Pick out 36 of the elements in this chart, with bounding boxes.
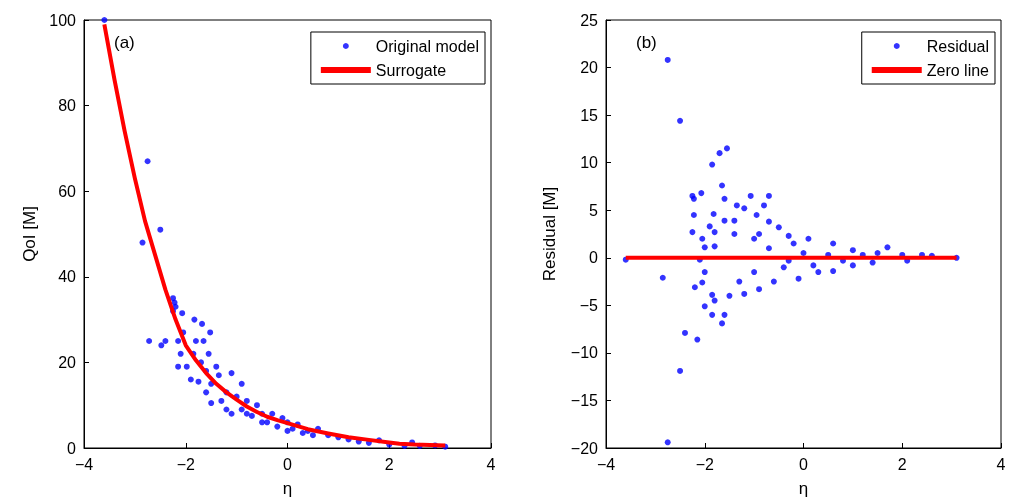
x-axis-title: η (798, 479, 809, 498)
legend-label: Residual (926, 37, 990, 55)
y-tick-label: 0 (67, 439, 77, 457)
x-axis-title: η (282, 479, 293, 498)
y-axis-title: QoI [M] (20, 206, 40, 262)
y-tick-label: −5 (579, 296, 599, 314)
x-tick-label: 0 (283, 455, 293, 473)
x-tick-label: −2 (176, 455, 195, 473)
x-tick-label: 0 (799, 455, 809, 473)
annotation: (a) (114, 33, 135, 52)
y-tick-label: 15 (580, 106, 599, 124)
y-tick-label: 20 (580, 59, 599, 77)
y-tick-label: 10 (580, 154, 599, 172)
y-tick-label: 60 (58, 182, 77, 200)
legend-label: Original model (375, 37, 479, 55)
y-tick-label: 40 (58, 268, 77, 286)
y-tick-label: 0 (589, 249, 599, 267)
legend-label: Surrogate (375, 61, 447, 79)
x-tick-label: 4 (486, 455, 496, 473)
y-tick-label: −10 (570, 344, 599, 362)
x-tick-label: 2 (384, 455, 394, 473)
legend-label: Zero line (926, 61, 990, 79)
x-tick-label: 2 (897, 455, 907, 473)
y-tick-label: 25 (580, 11, 599, 29)
y-tick-label: 80 (58, 97, 77, 115)
x-tick-label: −4 (596, 455, 616, 473)
x-tick-label: −4 (74, 455, 94, 473)
annotation: (b) (636, 33, 657, 52)
y-tick-label: 100 (49, 11, 77, 29)
y-tick-label: −15 (570, 391, 599, 409)
x-tick-label: −2 (695, 455, 714, 473)
y-tick-label: 20 (58, 353, 77, 371)
y-tick-label: −20 (570, 439, 599, 457)
y-tick-label: 5 (589, 201, 599, 219)
x-tick-label: 4 (996, 455, 1006, 473)
y-axis-title: Residual [M] (540, 186, 559, 282)
